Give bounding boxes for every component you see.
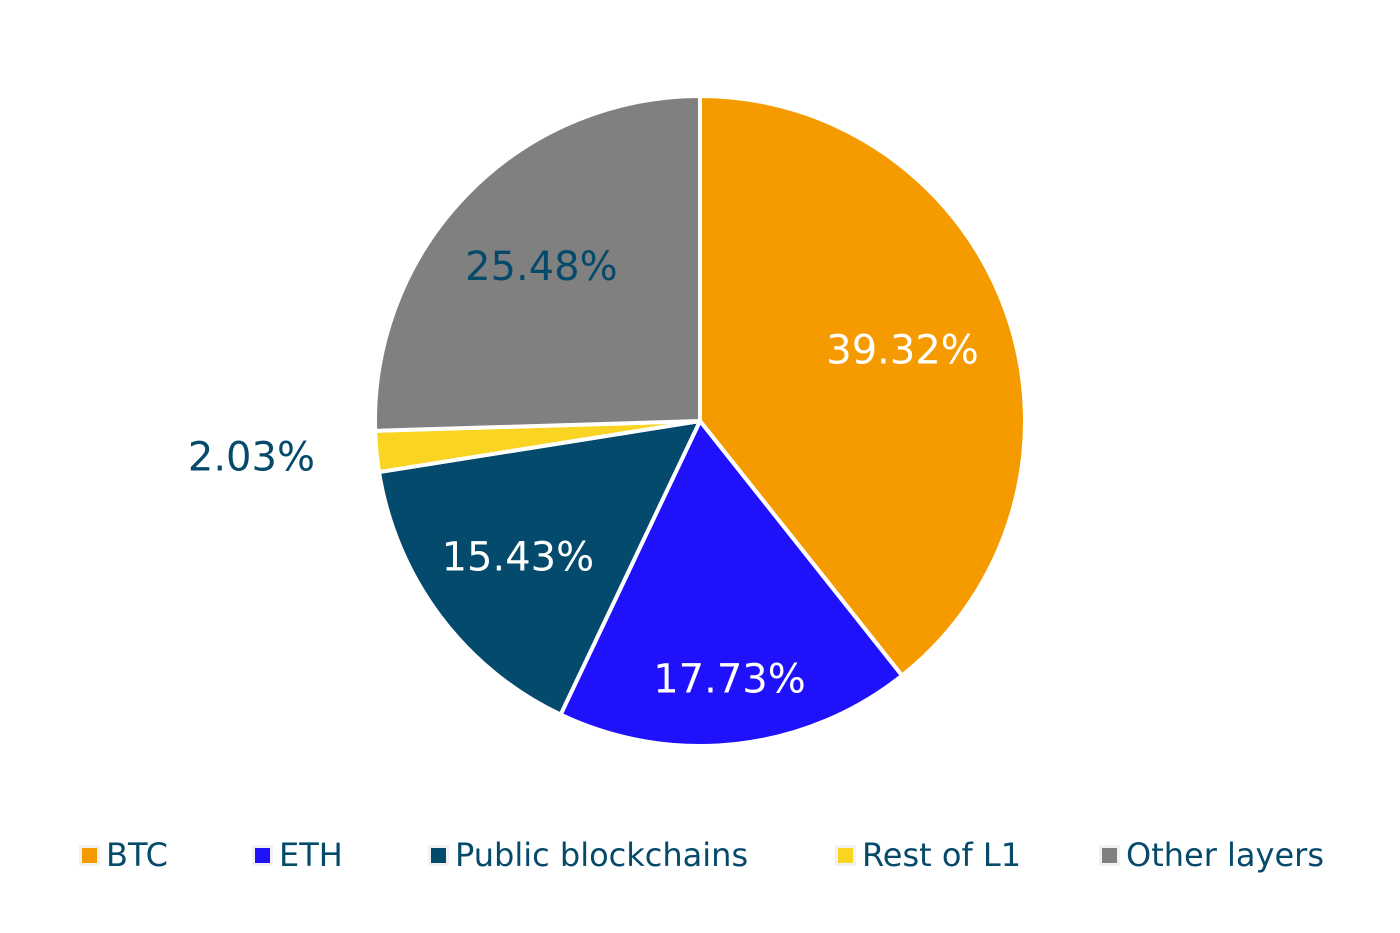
pie-chart: 39.32% 17.73% 15.43% 2.03% 25.48% xyxy=(188,94,1027,748)
legend-label-public-blockchains: Public blockchains xyxy=(455,836,749,874)
pie-slice-btc xyxy=(698,94,1027,678)
data-label-rest-of-l1: 2.03% xyxy=(188,434,315,480)
pie-slices xyxy=(373,94,1027,748)
data-label-public-blockchains: 15.43% xyxy=(442,534,595,580)
legend-item-eth: ETH xyxy=(255,830,343,880)
pie-slice-eth xyxy=(558,419,905,748)
legend-swatch-other-layers xyxy=(1102,847,1117,863)
legend-item-btc: BTC xyxy=(82,830,168,880)
data-label-btc: 39.32% xyxy=(826,327,979,373)
legend-swatch-rest-of-l1 xyxy=(838,847,853,863)
data-label-other-layers: 25.48% xyxy=(465,244,618,290)
legend-label-other-layers: Other layers xyxy=(1126,836,1324,874)
pie-slice-public-blockchains xyxy=(377,419,702,717)
legend-swatch-public-blockchains xyxy=(431,847,446,863)
legend-label-btc: BTC xyxy=(106,836,168,874)
legend: BTC ETH Public blockchains Rest of L1 Ot… xyxy=(0,830,1400,880)
legend-swatch-eth xyxy=(255,847,270,863)
data-label-eth: 17.73% xyxy=(653,656,806,702)
legend-swatch-btc xyxy=(82,847,97,863)
pie-labels: 39.32% 17.73% 15.43% 2.03% 25.48% xyxy=(188,244,979,702)
pie-slice-other-layers xyxy=(373,94,702,433)
legend-item-public-blockchains: Public blockchains xyxy=(431,830,748,880)
legend-label-eth: ETH xyxy=(279,836,343,874)
legend-label-rest-of-l1: Rest of L1 xyxy=(862,836,1022,874)
legend-item-rest-of-l1: Rest of L1 xyxy=(838,830,1021,880)
legend-item-other-layers: Other layers xyxy=(1102,830,1324,880)
